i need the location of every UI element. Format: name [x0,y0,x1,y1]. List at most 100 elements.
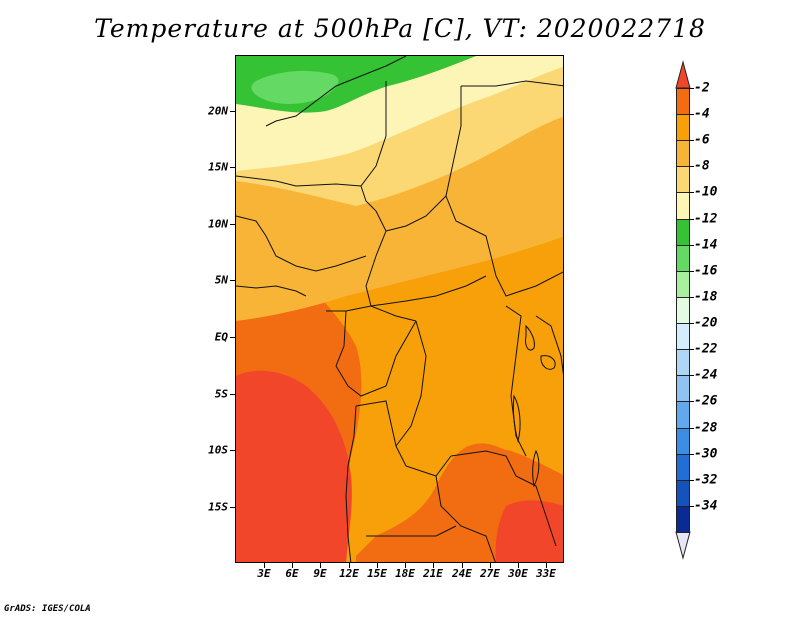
legend-tick [689,375,694,377]
x-label: 30E [508,567,528,580]
y-tick [230,167,235,168]
x-label: 9E [313,567,327,580]
x-label: 24E [452,567,472,580]
y-tick [230,507,235,508]
x-label: 18E [395,567,415,580]
x-tick [264,563,265,568]
legend-label: -32 [694,472,718,488]
legend-tick [689,349,694,351]
legend-tick [689,140,694,142]
field-orange-east [486,306,563,475]
legend-swatch [676,88,690,116]
x-label: 6E [285,567,299,580]
legend-swatch [676,453,690,481]
x-tick [546,563,547,568]
legend-label: -8 [694,158,710,174]
legend-swatch [676,479,690,507]
legend-tick [689,192,694,194]
legend-tick [689,218,694,220]
legend-arrow-top [675,60,691,89]
legend-label: -28 [694,420,718,436]
field-red-west [236,370,352,562]
legend-swatch [676,114,690,142]
legend-label: -2 [694,80,710,96]
legend-tick [689,244,694,246]
y-tick [230,224,235,225]
chart-title: Temperature at 500hPa [C], VT: 202002271… [94,14,706,43]
y-label: 15N [208,160,228,174]
legend-label: -20 [694,315,718,331]
legend-swatch [676,296,690,325]
x-label: 21E [423,567,443,580]
x-label: 27E [480,567,500,580]
x-label: 15E [367,567,387,580]
legend-label: -22 [694,341,718,357]
legend-tick [689,479,694,481]
y-tick [230,337,235,338]
y-label: 20N [208,104,228,118]
legend-swatch [676,218,690,246]
legend-tick [689,296,694,298]
x-tick [292,563,293,568]
legend-swatch [676,323,690,351]
legend-label: -14 [694,237,718,253]
legend-label: -6 [694,132,710,148]
legend-swatch [676,401,690,429]
x-tick [433,563,434,568]
legend-swatch [676,192,690,220]
legend-swatch [676,375,690,403]
legend-label: -26 [694,393,718,409]
legend-label: -12 [694,211,718,227]
legend-tick [689,166,694,168]
legend-label: -24 [694,367,718,383]
color-legend [675,60,691,560]
legend-swatch [676,349,690,377]
x-tick [518,563,519,568]
legend-swatch [676,270,690,298]
legend-label: -4 [694,106,710,122]
credit-text: GrADS: IGES/COLA [4,604,91,614]
legend-label: -34 [694,498,718,514]
legend-tick [689,453,694,455]
field-pale-north [236,56,563,171]
legend-arrow-bottom [675,531,691,560]
x-tick [405,563,406,568]
legend-label: -16 [694,263,718,279]
x-tick [320,563,321,568]
legend-tick [689,323,694,325]
legend-label: -18 [694,289,718,305]
x-tick [490,563,491,568]
y-label: 15S [208,500,228,514]
y-tick [230,280,235,281]
lakes [512,324,556,488]
y-label: EQ [214,330,228,344]
legend-swatch [676,166,690,194]
country-borders [236,56,563,562]
x-label: 3E [257,567,271,580]
legend-tick [689,114,694,116]
legend-swatch [676,244,690,272]
legend-label: -30 [694,446,718,462]
x-tick [349,563,350,568]
legend-tick [689,427,694,429]
y-tick [230,394,235,395]
legend-tick [689,88,694,89]
legend-tick [689,505,694,507]
legend-tick [689,270,694,272]
legend-tick [689,401,694,403]
legend-swatch [676,140,690,168]
y-label: 10N [208,217,228,231]
x-tick [377,563,378,568]
map-panel [235,55,564,563]
field-red-southeast [495,500,563,562]
y-label: 10S [208,443,228,457]
legend-swatch [676,427,690,455]
y-label: 5N [214,273,228,287]
y-tick [230,111,235,112]
x-label: 12E [339,567,359,580]
x-label: 33E [536,567,556,580]
x-tick [462,563,463,568]
y-label: 5S [214,387,228,401]
y-tick [230,450,235,451]
field-green-cold-inner [251,70,339,104]
